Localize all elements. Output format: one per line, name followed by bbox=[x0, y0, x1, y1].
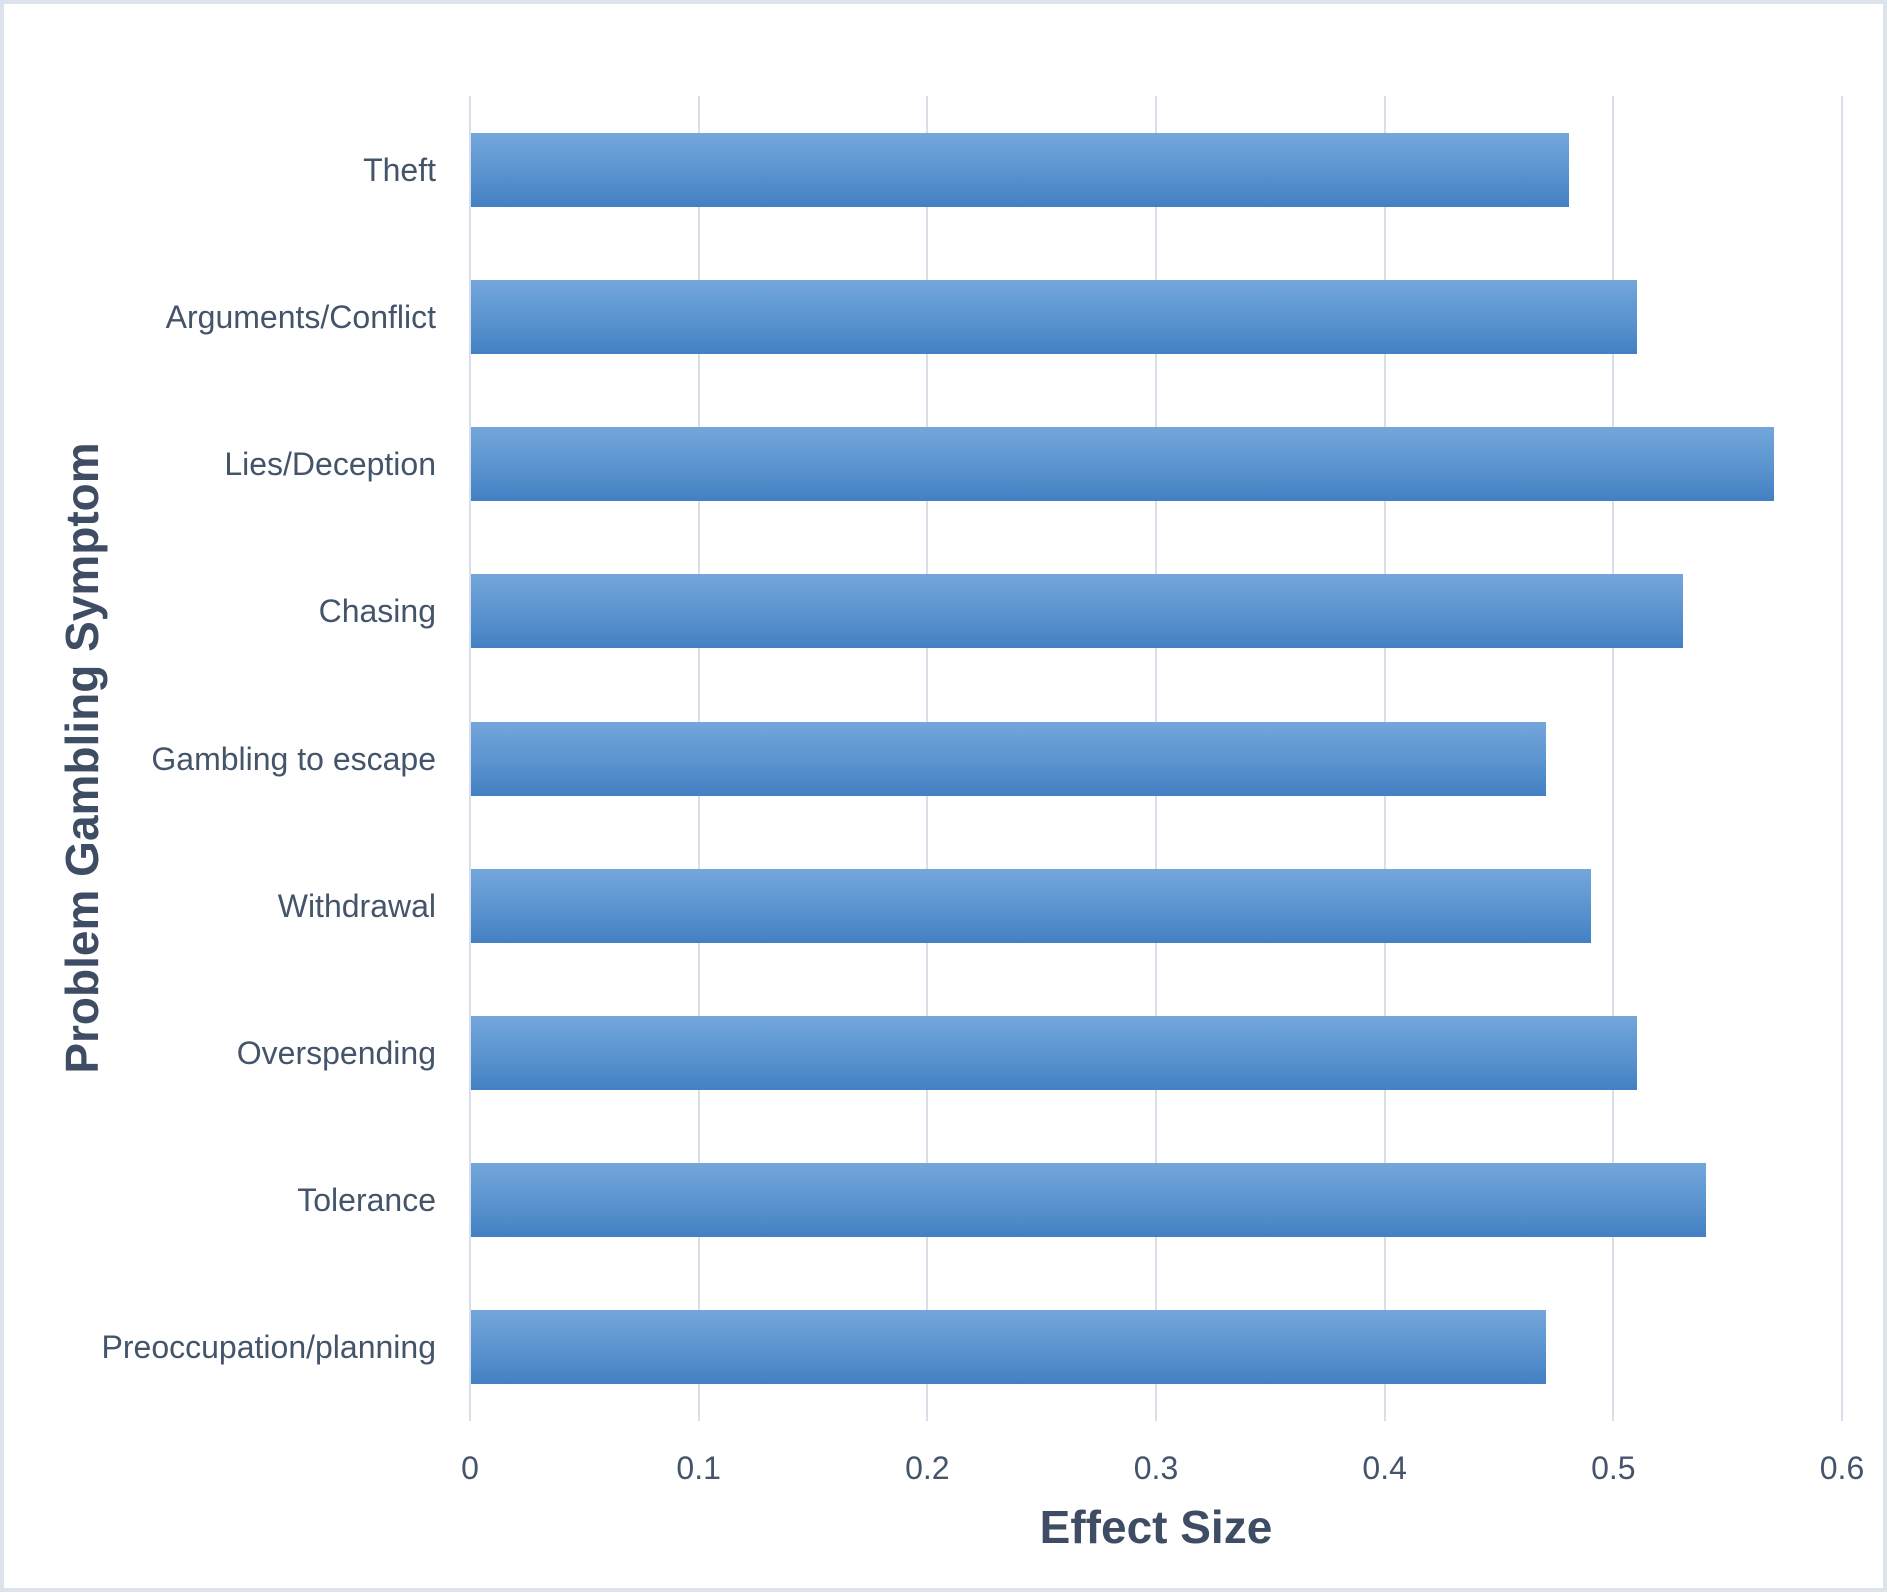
category-label: Arguments/Conflict bbox=[165, 298, 436, 335]
bar bbox=[471, 1015, 1638, 1090]
x-tick-label: 0.5 bbox=[1591, 1450, 1636, 1486]
category-label: Chasing bbox=[318, 593, 436, 630]
bar bbox=[471, 1163, 1706, 1238]
x-tick-label: 0.3 bbox=[1133, 1450, 1179, 1486]
category-label: Overspending bbox=[236, 1034, 436, 1071]
y-axis-title: Problem Gambling Symptom bbox=[56, 442, 108, 1074]
x-tick-label: 0.6 bbox=[1819, 1450, 1865, 1486]
bar bbox=[471, 132, 1569, 207]
category-label: Lies/Deception bbox=[224, 446, 436, 483]
category-label: Preoccupation/planning bbox=[101, 1329, 436, 1366]
category-label: Withdrawal bbox=[277, 887, 436, 924]
gridline bbox=[1841, 96, 1843, 1421]
bar bbox=[471, 427, 1775, 502]
plot-area: 0 0.1 0.2 0.3 0.4 0.5 0.6 Theft Arguments/Confli… bbox=[4, 4, 1883, 1588]
bar bbox=[471, 868, 1592, 943]
category-label: Theft bbox=[363, 151, 436, 188]
x-tick-label: 0.1 bbox=[676, 1450, 721, 1486]
bar bbox=[471, 279, 1638, 354]
x-tick-label: 0 bbox=[461, 1450, 479, 1486]
x-tick-label: 0.2 bbox=[905, 1450, 950, 1486]
x-axis-title: Effect Size bbox=[1039, 1501, 1273, 1553]
category-label: Tolerance bbox=[297, 1182, 436, 1219]
gridline bbox=[469, 96, 471, 1421]
category-label: Gambling to escape bbox=[151, 740, 436, 777]
bar bbox=[471, 574, 1683, 649]
gridline bbox=[1612, 96, 1615, 1421]
x-tick-label: 0.4 bbox=[1362, 1450, 1407, 1486]
bar bbox=[471, 1310, 1546, 1385]
bar bbox=[471, 721, 1546, 796]
